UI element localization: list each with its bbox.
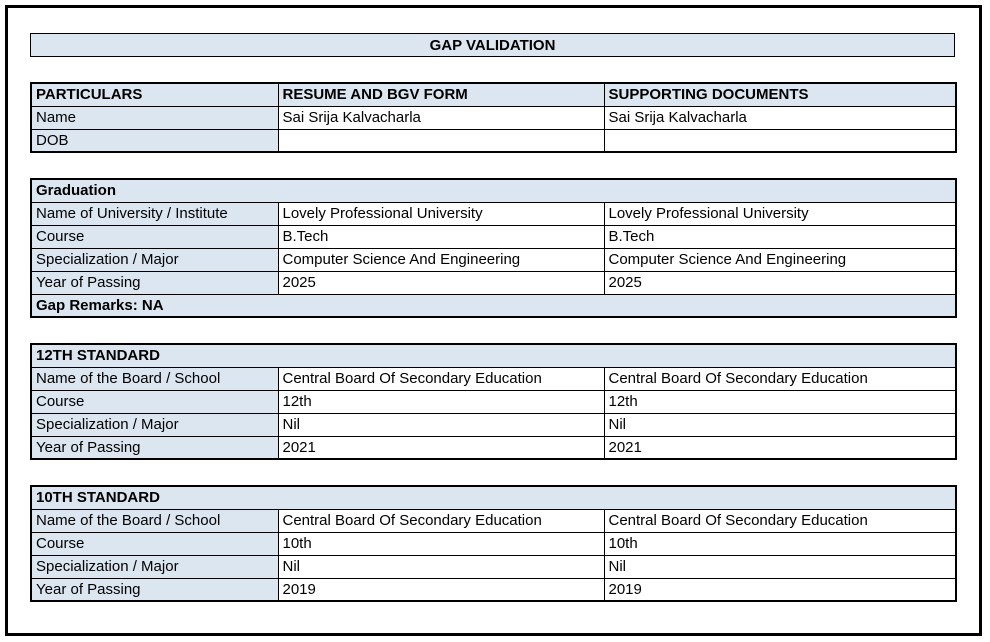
supporting-value-board: Central Board Of Secondary Education <box>603 366 957 391</box>
graduation-table: Graduation Name of University / Institut… <box>30 178 958 318</box>
supporting-value-specialization: Nil <box>603 554 957 579</box>
column-header-supporting: SUPPORTING DOCUMENTS <box>603 82 957 107</box>
supporting-value-dob <box>603 128 957 153</box>
resume-value-specialization: Computer Science And Engineering <box>277 247 605 272</box>
resume-value-university: Lovely Professional University <box>277 201 605 226</box>
row-label-board: Name of the Board / School <box>30 508 279 533</box>
row-label-course: Course <box>30 531 279 556</box>
section-heading-row: 10TH STANDARD <box>30 485 957 510</box>
document-title-bar: GAP VALIDATION <box>30 33 955 57</box>
resume-value-specialization: Nil <box>277 412 605 437</box>
row-label-name: Name <box>30 105 279 130</box>
table-row: Specialization / Major Computer Science … <box>30 247 957 272</box>
supporting-value-specialization: Computer Science And Engineering <box>603 247 957 272</box>
supporting-value-year: 2025 <box>603 270 957 295</box>
table-row: Specialization / Major Nil Nil <box>30 412 957 437</box>
table-row: Specialization / Major Nil Nil <box>30 554 957 579</box>
row-label-dob: DOB <box>30 128 279 153</box>
section-heading-row: Graduation <box>30 178 957 203</box>
resume-value-course: 10th <box>277 531 605 556</box>
table-row: Course B.Tech B.Tech <box>30 224 957 249</box>
page-title: GAP VALIDATION <box>429 36 556 54</box>
table-row: Course 12th 12th <box>30 389 957 414</box>
supporting-value-board: Central Board Of Secondary Education <box>603 508 957 533</box>
section-heading-10th: 10TH STANDARD <box>30 485 957 510</box>
table-row: Year of Passing 2025 2025 <box>30 270 957 295</box>
column-header-resume: RESUME AND BGV FORM <box>277 82 605 107</box>
table-row: Name of University / Institute Lovely Pr… <box>30 201 957 226</box>
row-label-specialization: Specialization / Major <box>30 554 279 579</box>
row-label-specialization: Specialization / Major <box>30 247 279 272</box>
resume-value-board: Central Board Of Secondary Education <box>277 508 605 533</box>
table-row: Year of Passing 2019 2019 <box>30 577 957 602</box>
section-heading-12th: 12TH STANDARD <box>30 343 957 368</box>
table-row: Name Sai Srija Kalvacharla Sai Srija Kal… <box>30 105 957 130</box>
supporting-value-name: Sai Srija Kalvacharla <box>603 105 957 130</box>
resume-value-year: 2025 <box>277 270 605 295</box>
supporting-value-specialization: Nil <box>603 412 957 437</box>
section-heading-row: 12TH STANDARD <box>30 343 957 368</box>
section-heading-graduation: Graduation <box>30 178 957 203</box>
row-label-year: Year of Passing <box>30 435 279 460</box>
row-label-specialization: Specialization / Major <box>30 412 279 437</box>
resume-value-specialization: Nil <box>277 554 605 579</box>
tenth-standard-table: 10TH STANDARD Name of the Board / School… <box>30 485 958 602</box>
resume-value-dob <box>277 128 605 153</box>
table-row: DOB <box>30 128 957 153</box>
table-header-row: PARTICULARS RESUME AND BGV FORM SUPPORTI… <box>30 82 957 107</box>
table-row: Course 10th 10th <box>30 531 957 556</box>
supporting-value-course: 12th <box>603 389 957 414</box>
row-label-year: Year of Passing <box>30 577 279 602</box>
table-row: Name of the Board / School Central Board… <box>30 508 957 533</box>
table-row: Year of Passing 2021 2021 <box>30 435 957 460</box>
particulars-table: PARTICULARS RESUME AND BGV FORM SUPPORTI… <box>30 82 957 153</box>
row-label-board: Name of the Board / School <box>30 366 279 391</box>
resume-value-course: 12th <box>277 389 605 414</box>
row-label-course: Course <box>30 224 279 249</box>
gap-remarks-row: Gap Remarks: NA <box>30 293 957 318</box>
resume-value-year: 2021 <box>277 435 605 460</box>
row-label-course: Course <box>30 389 279 414</box>
supporting-value-year: 2019 <box>603 577 957 602</box>
gap-remarks-text: Gap Remarks: NA <box>30 293 957 318</box>
document-page: GAP VALIDATION PARTICULARS RESUME AND BG… <box>5 5 982 636</box>
supporting-value-year: 2021 <box>603 435 957 460</box>
column-header-particulars: PARTICULARS <box>30 82 279 107</box>
table-row: Name of the Board / School Central Board… <box>30 366 957 391</box>
resume-value-board: Central Board Of Secondary Education <box>277 366 605 391</box>
row-label-university: Name of University / Institute <box>30 201 279 226</box>
twelfth-standard-table: 12TH STANDARD Name of the Board / School… <box>30 343 958 460</box>
supporting-value-course: B.Tech <box>603 224 957 249</box>
row-label-year: Year of Passing <box>30 270 279 295</box>
resume-value-name: Sai Srija Kalvacharla <box>277 105 605 130</box>
resume-value-year: 2019 <box>277 577 605 602</box>
supporting-value-university: Lovely Professional University <box>603 201 957 226</box>
supporting-value-course: 10th <box>603 531 957 556</box>
resume-value-course: B.Tech <box>277 224 605 249</box>
